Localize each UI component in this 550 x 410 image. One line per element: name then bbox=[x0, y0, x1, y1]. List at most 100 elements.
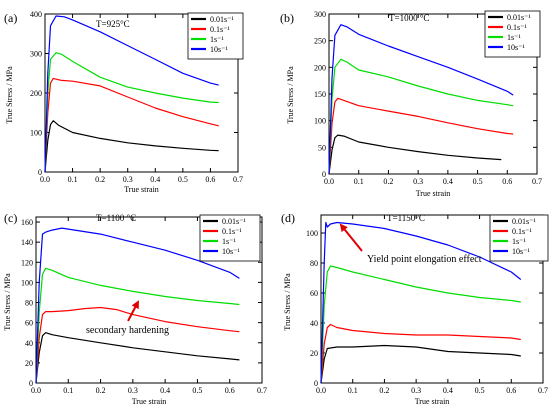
x-tick-label: 0.2 bbox=[379, 386, 389, 395]
y-tick-label: 120 bbox=[21, 258, 33, 267]
series-line-1s bbox=[44, 52, 219, 173]
y-tick-label: 200 bbox=[30, 89, 42, 98]
callout-arrow bbox=[127, 300, 139, 322]
y-tick-label: 250 bbox=[314, 37, 326, 46]
x-axis-label: True strain bbox=[124, 185, 159, 194]
x-tick-label: 0.6 bbox=[502, 177, 512, 186]
x-tick-label: 0.4 bbox=[443, 386, 453, 395]
legend-entry: 0.01s⁻¹ bbox=[222, 217, 246, 226]
callout-arrow bbox=[339, 223, 363, 252]
x-tick-label: 0.5 bbox=[192, 386, 202, 395]
x-tick-label: 0.0 bbox=[31, 386, 41, 395]
x-tick-label: 0.5 bbox=[475, 386, 485, 395]
series-line-10s bbox=[44, 15, 219, 173]
y-tick-label: 40 bbox=[25, 339, 33, 348]
series-line-0.1s bbox=[328, 97, 514, 175]
series-line-0.1s bbox=[320, 323, 521, 384]
y-axis-label: True Stress / MPa bbox=[3, 273, 12, 331]
y-tick-label: 50 bbox=[318, 143, 326, 152]
x-tick-label: 0.3 bbox=[413, 177, 423, 186]
x-tick-label: 0.2 bbox=[96, 386, 106, 395]
series-line-0.01s bbox=[320, 344, 521, 384]
temperature-annotation: T=1000 °C bbox=[389, 13, 429, 23]
y-tick-label: 100 bbox=[21, 278, 33, 287]
y-axis-label: True Stress / MPa bbox=[283, 273, 292, 331]
series-line-0.01s bbox=[44, 120, 219, 173]
legend-entry: 0.1s⁻¹ bbox=[222, 227, 242, 236]
series-line-0.01s bbox=[328, 134, 502, 175]
y-tick-label: 400 bbox=[30, 10, 42, 19]
legend-entry: 1s⁻¹ bbox=[210, 35, 224, 44]
series-line-0.1s bbox=[44, 77, 219, 173]
x-tick-label: 0.1 bbox=[354, 177, 364, 186]
panel-label: (a) bbox=[4, 11, 17, 25]
panel-label: (b) bbox=[280, 11, 294, 25]
panel-label: (d) bbox=[281, 211, 295, 225]
legend-entry: 0.01s⁻¹ bbox=[512, 217, 536, 226]
y-tick-label: 100 bbox=[30, 129, 42, 138]
y-tick-label: 300 bbox=[30, 50, 42, 59]
temperature-annotation: T=1150°C bbox=[387, 213, 425, 223]
x-tick-label: 0.5 bbox=[178, 175, 188, 184]
chart-panel-4: 0.0 0.1 0.2 0.3 0.4 0.5 0.6 0.7 0 20 40 60 80 100 True… bbox=[281, 211, 549, 406]
series-line-1s bbox=[320, 265, 521, 384]
x-tick-label: 0.4 bbox=[160, 386, 170, 395]
y-tick-label: 80 bbox=[25, 299, 33, 308]
x-tick-label: 0.1 bbox=[348, 386, 358, 395]
y-tick-label: 200 bbox=[314, 63, 326, 72]
legend-entry: 0.1s⁻¹ bbox=[507, 23, 527, 32]
legend-entry: 10s⁻¹ bbox=[222, 247, 240, 256]
x-tick-label: 0.5 bbox=[473, 177, 483, 186]
x-tick-label: 0.6 bbox=[506, 386, 516, 395]
chart-panel-3: 0.0 0.1 0.2 0.3 0.4 0.5 0.6 0.7 0 20 40 60 80 100 120 1… bbox=[3, 211, 267, 406]
y-tick-label: 300 bbox=[314, 10, 326, 19]
callout-text: Yield point elongation effect bbox=[367, 254, 482, 265]
series-line-1s bbox=[328, 58, 514, 175]
x-tick-label: 0.6 bbox=[205, 175, 215, 184]
x-tick-label: 0.6 bbox=[225, 386, 235, 395]
y-tick-label: 60 bbox=[25, 319, 33, 328]
legend-entry: 0.1s⁻¹ bbox=[512, 227, 532, 236]
series-line-0.01s bbox=[35, 332, 240, 384]
legend-entry: 0.01s⁻¹ bbox=[507, 13, 531, 22]
plot-frame bbox=[320, 214, 544, 384]
x-axis-label: True strain bbox=[415, 397, 450, 406]
x-tick-label: 0.4 bbox=[150, 175, 160, 184]
x-tick-label: 0.4 bbox=[443, 177, 453, 186]
chart-panel-2: 0.0 0.1 0.2 0.3 0.4 0.5 0.6 0.7 0 50 100 150 200 250 3… bbox=[280, 10, 542, 198]
x-tick-label: 0.2 bbox=[95, 175, 105, 184]
legend-box bbox=[187, 12, 244, 60]
x-tick-label: 0.1 bbox=[68, 175, 78, 184]
series-line-10s bbox=[320, 221, 522, 384]
plot-frame bbox=[35, 216, 263, 384]
legend-entry: 1s⁻¹ bbox=[222, 237, 236, 246]
y-tick-label: 60 bbox=[310, 289, 318, 298]
x-tick-label: 0.0 bbox=[316, 386, 326, 395]
legend-entry: 10s⁻¹ bbox=[507, 43, 525, 52]
y-tick-label: 0 bbox=[38, 168, 42, 177]
x-axis-label: True strain bbox=[416, 189, 451, 198]
y-tick-label: 20 bbox=[25, 359, 33, 368]
y-tick-label: 80 bbox=[310, 259, 318, 268]
y-tick-label: 140 bbox=[21, 238, 33, 247]
y-tick-label: 150 bbox=[314, 90, 326, 99]
chart-panel-1: 0.0 0.1 0.2 0.3 0.4 0.5 0.6 0.7 0 100 200 300 400 Tru… bbox=[4, 10, 244, 194]
legend-entry: 1s⁻¹ bbox=[507, 33, 521, 42]
panel-label: (c) bbox=[4, 211, 17, 225]
legend-entry: 0.01s⁻¹ bbox=[210, 15, 234, 24]
y-axis-label: True Stress / MPa bbox=[5, 66, 14, 124]
x-tick-label: 0.0 bbox=[40, 175, 50, 184]
y-tick-label: 100 bbox=[314, 117, 326, 126]
legend-entry: 10s⁻¹ bbox=[512, 247, 530, 256]
y-tick-label: 0 bbox=[29, 379, 33, 388]
y-tick-label: 100 bbox=[306, 229, 318, 238]
x-tick-label: 0.3 bbox=[411, 386, 421, 395]
temperature-annotation: T=925°C bbox=[96, 19, 130, 29]
x-tick-label: 0.7 bbox=[538, 386, 548, 395]
y-tick-label: 0 bbox=[322, 170, 326, 179]
